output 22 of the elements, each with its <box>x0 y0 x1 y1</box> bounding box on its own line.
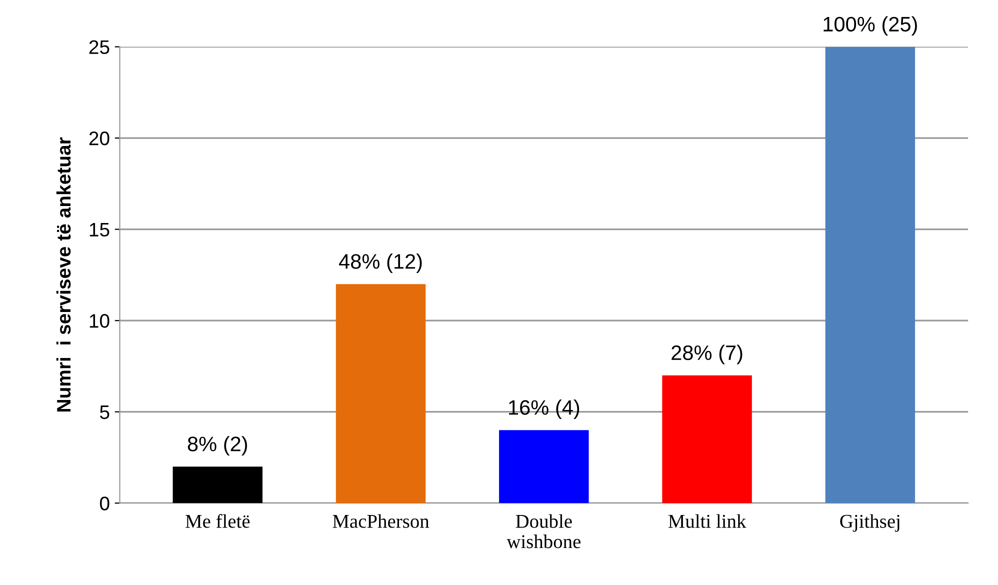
y-tick-label: 15 <box>90 222 110 237</box>
x-tick-label: MacPherson <box>332 514 430 528</box>
data-label: 100% (25) <box>824 16 917 36</box>
x-tick-label: Multi link <box>668 514 746 528</box>
y-tick-label: 5 <box>100 406 110 420</box>
y-tick-label: 20 <box>89 132 110 146</box>
y-tick-label: 10 <box>90 314 110 328</box>
bar <box>825 46 916 504</box>
y-axis-title: Numri i serviseve të anketuar <box>56 137 71 412</box>
data-label: 48% (12) <box>338 254 422 273</box>
y-tick-label: 25 <box>89 40 110 54</box>
bar <box>172 466 263 504</box>
bar <box>336 284 426 504</box>
y-tick-label: 0 <box>100 496 110 510</box>
bar <box>662 375 752 504</box>
data-label: 28% (7) <box>672 344 742 364</box>
data-label: 8% (2) <box>188 436 248 456</box>
x-tick-label: Double wishbone <box>506 514 580 548</box>
bar <box>499 430 589 504</box>
x-tick-label: Gjithsej <box>840 514 900 532</box>
x-tick-label: Me fletë <box>186 514 250 528</box>
data-label: 16% (4) <box>509 400 580 419</box>
